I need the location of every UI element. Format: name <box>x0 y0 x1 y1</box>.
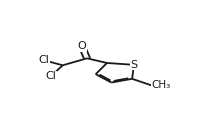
Text: CH₃: CH₃ <box>151 80 170 90</box>
Text: S: S <box>130 60 138 70</box>
Text: Cl: Cl <box>45 72 56 81</box>
Text: Cl: Cl <box>38 55 49 65</box>
Text: O: O <box>78 41 86 51</box>
